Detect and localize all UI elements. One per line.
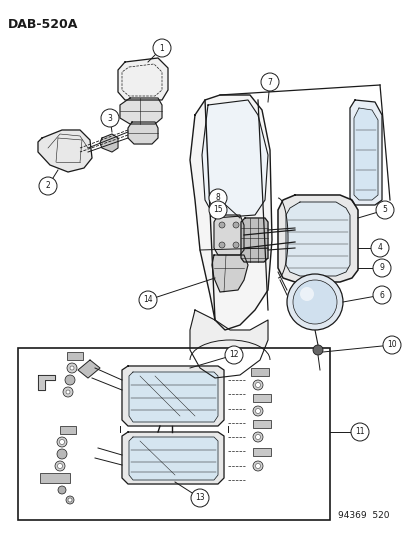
Text: 14: 14 <box>143 295 152 304</box>
Circle shape <box>375 201 393 219</box>
Text: 11: 11 <box>354 427 364 437</box>
Circle shape <box>139 291 157 309</box>
Circle shape <box>255 434 260 440</box>
Circle shape <box>65 375 75 385</box>
Polygon shape <box>129 437 218 480</box>
Polygon shape <box>190 95 271 330</box>
Bar <box>18 348 329 520</box>
Circle shape <box>260 73 278 91</box>
Text: 4: 4 <box>377 244 382 253</box>
Circle shape <box>58 486 66 494</box>
Polygon shape <box>202 100 267 218</box>
Circle shape <box>101 109 119 127</box>
Circle shape <box>312 345 322 355</box>
Circle shape <box>255 408 260 414</box>
Circle shape <box>233 242 238 248</box>
Polygon shape <box>38 130 92 172</box>
Circle shape <box>57 449 67 459</box>
Circle shape <box>63 387 73 397</box>
Text: 1: 1 <box>159 44 164 52</box>
Circle shape <box>68 498 72 502</box>
Text: 6: 6 <box>379 290 384 300</box>
Circle shape <box>55 461 65 471</box>
Bar <box>40 473 70 483</box>
Circle shape <box>292 280 336 324</box>
Bar <box>67 352 83 360</box>
Bar <box>250 368 268 376</box>
Polygon shape <box>100 134 118 152</box>
Circle shape <box>59 440 64 445</box>
Polygon shape <box>277 195 357 282</box>
Polygon shape <box>118 58 168 100</box>
Text: 15: 15 <box>213 206 222 214</box>
Circle shape <box>372 286 390 304</box>
Circle shape <box>252 461 262 471</box>
Circle shape <box>70 366 74 370</box>
Text: 3: 3 <box>107 114 112 123</box>
Text: 8: 8 <box>215 193 220 203</box>
Text: 7: 7 <box>267 77 272 86</box>
Circle shape <box>382 336 400 354</box>
Circle shape <box>66 496 74 504</box>
Circle shape <box>252 406 262 416</box>
Polygon shape <box>38 375 55 390</box>
Circle shape <box>299 287 313 301</box>
Circle shape <box>39 177 57 195</box>
Polygon shape <box>120 98 161 124</box>
Circle shape <box>252 432 262 442</box>
Circle shape <box>190 489 209 507</box>
Circle shape <box>224 346 242 364</box>
Polygon shape <box>353 108 377 200</box>
Polygon shape <box>211 255 247 292</box>
Circle shape <box>350 423 368 441</box>
Text: 12: 12 <box>229 351 238 359</box>
Polygon shape <box>129 372 218 422</box>
Bar <box>60 426 76 434</box>
Polygon shape <box>122 432 223 484</box>
Text: 94369  520: 94369 520 <box>338 511 389 520</box>
Text: DAB-520A: DAB-520A <box>8 18 78 31</box>
Circle shape <box>209 201 226 219</box>
Circle shape <box>370 239 388 257</box>
Bar <box>252 394 271 402</box>
Circle shape <box>57 464 62 469</box>
Polygon shape <box>78 360 100 378</box>
Circle shape <box>255 383 260 387</box>
Text: 9: 9 <box>379 263 384 272</box>
Bar <box>252 420 271 428</box>
Circle shape <box>153 39 171 57</box>
Polygon shape <box>240 218 267 262</box>
Circle shape <box>255 464 260 469</box>
Circle shape <box>233 222 238 228</box>
Circle shape <box>66 390 70 394</box>
Circle shape <box>252 380 262 390</box>
Circle shape <box>67 363 77 373</box>
Circle shape <box>286 274 342 330</box>
Circle shape <box>57 437 67 447</box>
Circle shape <box>372 259 390 277</box>
Text: 5: 5 <box>382 206 387 214</box>
Polygon shape <box>214 215 243 255</box>
Text: 13: 13 <box>195 494 204 503</box>
Circle shape <box>209 189 226 207</box>
Text: 10: 10 <box>386 341 396 350</box>
Polygon shape <box>349 100 381 205</box>
Polygon shape <box>128 122 158 144</box>
Circle shape <box>218 222 224 228</box>
Polygon shape <box>190 310 267 378</box>
Circle shape <box>218 242 224 248</box>
Bar <box>252 448 271 456</box>
Text: 2: 2 <box>45 182 50 190</box>
Polygon shape <box>122 366 223 426</box>
Polygon shape <box>285 202 349 276</box>
